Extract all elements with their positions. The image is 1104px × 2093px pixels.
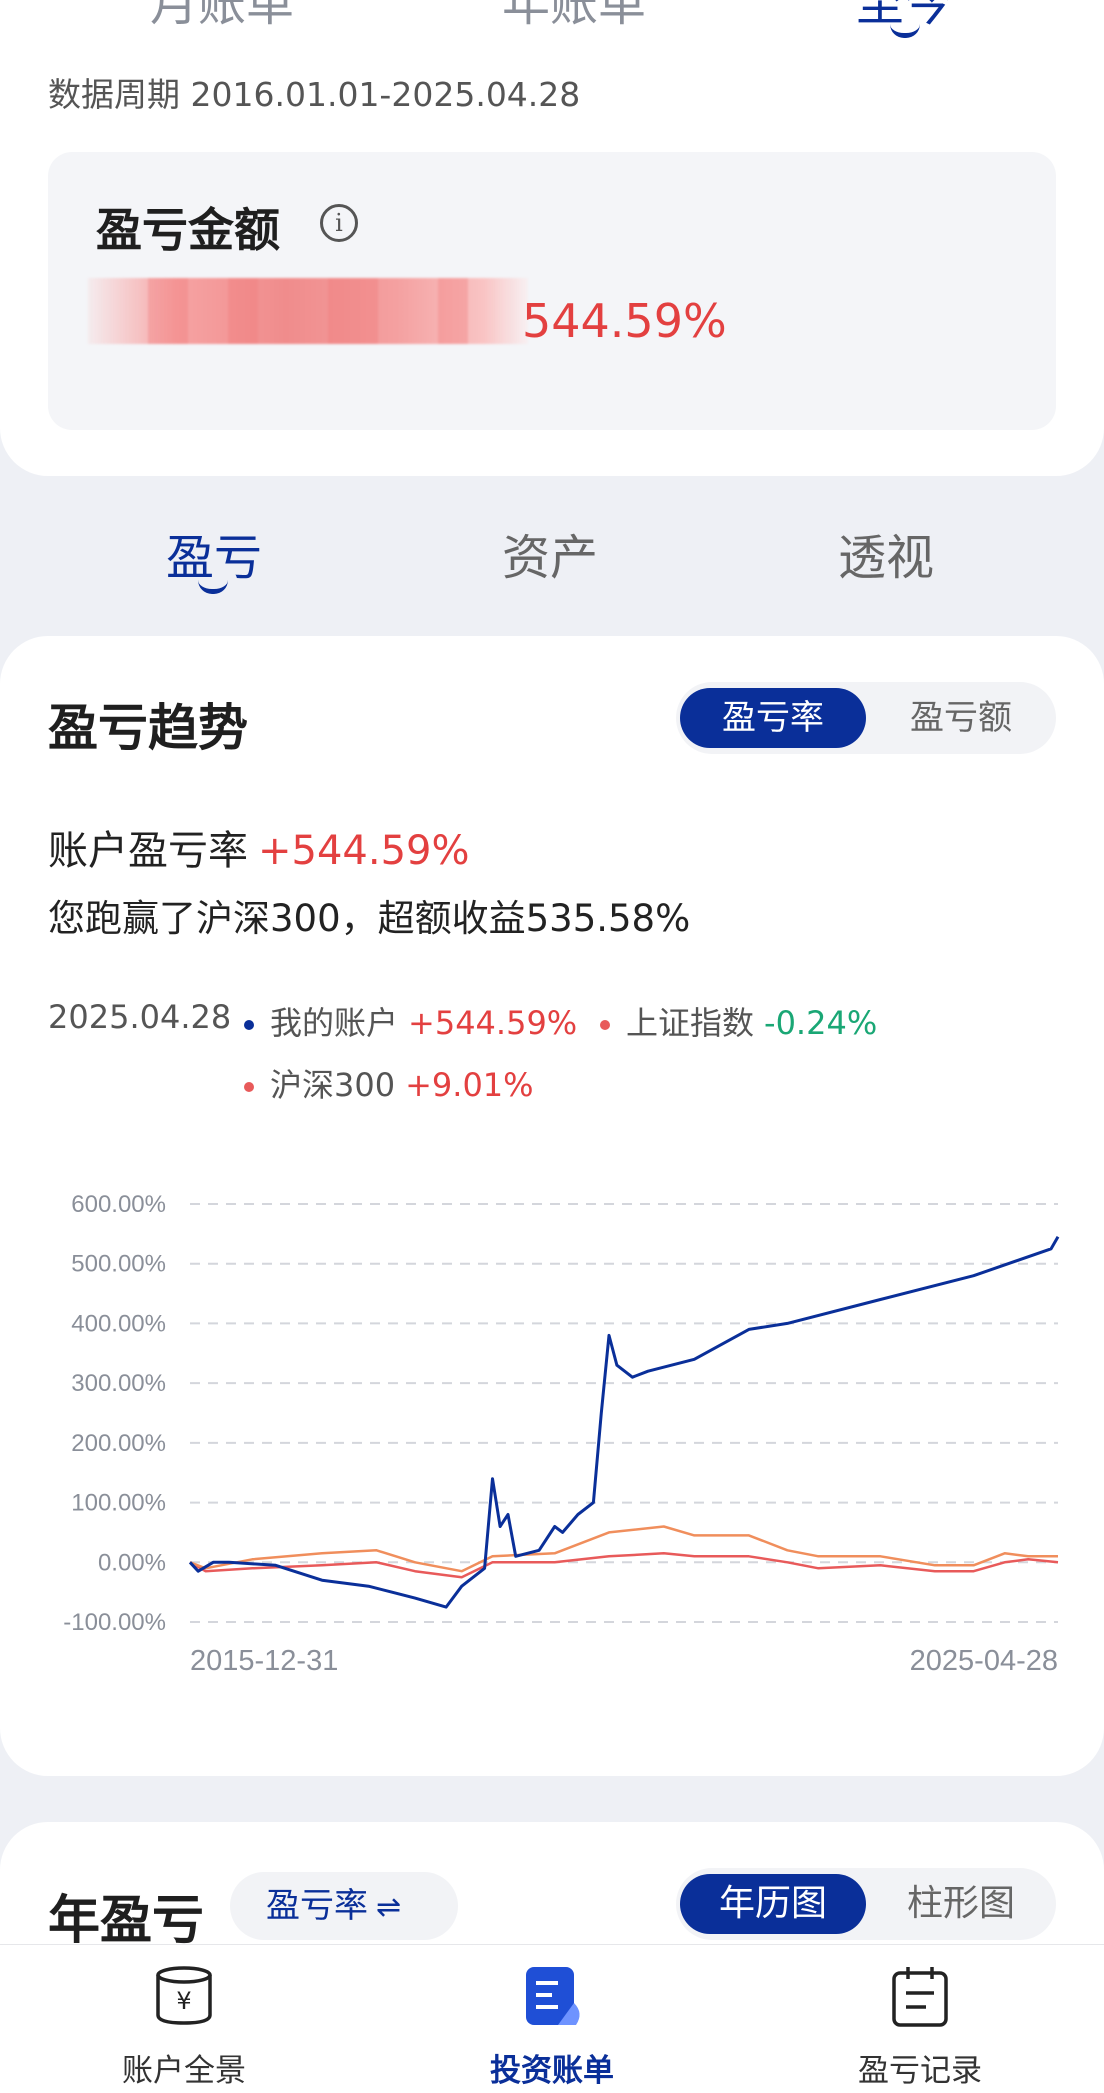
tab-active-indicator: [890, 24, 920, 38]
pnl-trend-chart[interactable]: 600.00% 500.00% 400.00% 300.00% 200.00% 100.0…: [0, 1144, 1104, 1704]
legend-my-account: 我的账户 +544.59%: [244, 998, 577, 1044]
legend-value: +544.59%: [408, 1004, 578, 1042]
tab-pnl[interactable]: 盈亏: [166, 530, 263, 586]
benchmark-comparison: 您跑赢了沪深300，超额收益535.58%: [48, 897, 691, 940]
period-tabs: 月账单 年账单 至今: [0, 0, 1104, 50]
legend-dot: [244, 1020, 254, 1030]
toggle-calendar[interactable]: 年历图: [680, 1874, 866, 1934]
trend-mode-toggle: 盈亏率 盈亏额: [676, 682, 1056, 754]
pnl-percent: 544.59%: [522, 294, 727, 348]
legend-label: 上证指数: [626, 1004, 755, 1042]
y-tick-label: 300.00%: [71, 1370, 166, 1397]
chart-grid: 600.00% 500.00% 400.00% 300.00% 200.00% 100.0…: [63, 1191, 1058, 1636]
x-tick-label: 2015-12-31: [190, 1645, 338, 1677]
analysis-tabs: 盈亏 资产 透视: [0, 518, 1104, 598]
nav-label: 盈亏记录: [858, 2053, 982, 2089]
tab-yearly-bill[interactable]: 年账单: [502, 0, 647, 32]
y-tick-label: 400.00%: [71, 1310, 166, 1337]
metric-switch-chip[interactable]: 盈亏率 ⇌: [230, 1872, 458, 1940]
legend-dot: [244, 1082, 254, 1092]
nav-label: 账户全景: [122, 2053, 246, 2089]
legend-label: 我的账户: [270, 1004, 399, 1042]
y-tick-label: 200.00%: [71, 1430, 166, 1457]
nav-investment-bill[interactable]: 投资账单: [432, 1945, 672, 2093]
bill-icon: [526, 1967, 580, 2025]
legend-value: +9.01%: [405, 1066, 534, 1104]
series-line-2: [189, 1552, 1059, 1579]
swap-icon: ⇌: [376, 1890, 402, 1925]
legend-dot: [600, 1020, 610, 1030]
account-rate: 账户盈亏率 +544.59%: [48, 818, 469, 876]
bottom-nav: ¥ 账户全景 投资账单 盈亏记录: [0, 1944, 1104, 2093]
year-view-toggle: 年历图 柱形图: [676, 1868, 1056, 1940]
account-rate-label: 账户盈亏率: [48, 828, 248, 874]
nav-pnl-record[interactable]: 盈亏记录: [800, 1945, 1040, 2093]
tab-assets[interactable]: 资产: [502, 530, 599, 586]
chart-x-labels: 2015-12-31 2025-04-28: [190, 1645, 1058, 1677]
series-line-1: [189, 1525, 1058, 1573]
x-tick-label: 2025-04-28: [910, 1645, 1058, 1677]
legend-sse-index: 上证指数 -0.24%: [600, 998, 877, 1044]
metric-switch-label: 盈亏率: [266, 1886, 368, 1926]
data-period: 数据周期 2016.01.01-2025.04.28: [48, 75, 581, 114]
toggle-bar-chart[interactable]: 柱形图: [906, 1883, 1015, 1924]
calendar-icon: [892, 1967, 948, 2027]
y-tick-label: 100.00%: [71, 1490, 166, 1517]
trend-title: 盈亏趋势: [48, 699, 248, 757]
legend-label: 沪深300: [270, 1066, 396, 1104]
tab-insight[interactable]: 透视: [838, 530, 935, 586]
summary-card: 月账单 年账单 至今 数据周期 2016.01.01-2025.04.28 盈亏…: [0, 0, 1104, 476]
toggle-amount[interactable]: 盈亏额: [910, 698, 1012, 738]
tab-active-indicator: [198, 580, 228, 594]
info-icon[interactable]: i: [320, 204, 358, 242]
wallet-icon: ¥: [156, 1966, 212, 2025]
series-line-0: [188, 1236, 1060, 1609]
pnl-box: 盈亏金额 i 544.59%: [48, 152, 1056, 430]
nav-label: 投资账单: [490, 2053, 614, 2089]
chart-series: [188, 1236, 1060, 1609]
yearly-pnl-title: 年盈亏: [48, 1891, 205, 1951]
account-rate-value: +544.59%: [258, 828, 470, 874]
y-tick-label: 0.00%: [98, 1549, 166, 1576]
tab-monthly-bill[interactable]: 月账单: [150, 0, 295, 32]
y-tick-label: -100.00%: [63, 1609, 166, 1636]
legend-date: 2025.04.28: [48, 998, 232, 1036]
svg-text:¥: ¥: [176, 1987, 191, 2015]
trend-card: 盈亏趋势 盈亏率 盈亏额 账户盈亏率 +544.59% 您跑赢了沪深300，超额收…: [0, 636, 1104, 1776]
masked-amount: [88, 278, 528, 344]
y-tick-label: 500.00%: [71, 1251, 166, 1278]
toggle-rate[interactable]: 盈亏率: [680, 688, 866, 748]
legend-csi300: 沪深300 +9.01%: [244, 1060, 534, 1106]
nav-account-overview[interactable]: ¥ 账户全景: [64, 1945, 304, 2093]
y-tick-label: 600.00%: [71, 1191, 166, 1218]
legend-value: -0.24%: [764, 1004, 878, 1042]
pnl-title: 盈亏金额: [96, 203, 280, 257]
